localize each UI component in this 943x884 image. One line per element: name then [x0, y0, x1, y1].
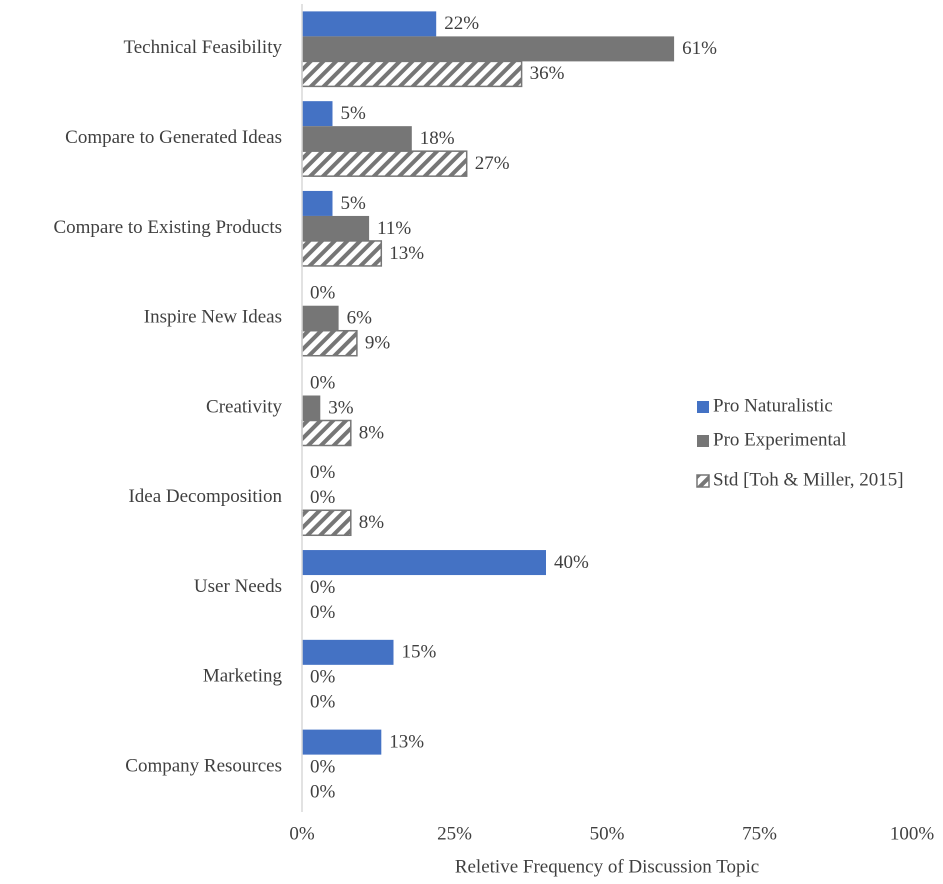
x-tick-label: 0%	[289, 823, 315, 844]
legend-label: Pro Experimental	[713, 429, 847, 450]
y-tick-label: Compare to Generated Ideas	[65, 127, 282, 148]
legend-swatch	[696, 474, 710, 488]
value-label: 5%	[341, 193, 367, 214]
value-label: 6%	[347, 308, 373, 329]
bar	[302, 126, 412, 152]
value-label: 18%	[420, 128, 455, 149]
x-tick-label: 25%	[437, 823, 472, 844]
value-label: 0%	[310, 372, 336, 393]
value-label: 22%	[444, 13, 479, 34]
value-label: 5%	[341, 103, 367, 124]
value-label: 13%	[389, 731, 424, 752]
y-tick-label: Compare to Existing Products	[53, 217, 282, 238]
x-axis-title: Reletive Frequency of Discussion Topic	[455, 856, 759, 877]
bar	[302, 305, 339, 331]
value-label: 3%	[328, 397, 354, 418]
x-tick-label: 50%	[590, 823, 625, 844]
y-tick-label: Inspire New Ideas	[144, 307, 282, 328]
bar	[301, 60, 523, 88]
bar	[301, 329, 358, 357]
y-tick-label: Technical Feasibility	[123, 37, 282, 58]
legend-swatch	[697, 435, 709, 447]
bar	[302, 215, 370, 241]
value-label: 0%	[310, 283, 336, 304]
bar	[302, 101, 333, 127]
value-label: 0%	[310, 577, 336, 598]
value-label: 9%	[365, 333, 391, 354]
value-label: 15%	[402, 642, 437, 663]
bar	[302, 395, 321, 421]
legend-label: Std [Toh & Miller, 2015]	[713, 469, 904, 490]
value-label: 27%	[475, 153, 510, 174]
value-label: 8%	[359, 422, 385, 443]
bar	[301, 150, 468, 177]
value-label: 11%	[377, 218, 411, 239]
bar	[302, 550, 546, 576]
value-label: 36%	[530, 63, 565, 84]
value-label: 0%	[310, 692, 336, 713]
value-label: 40%	[554, 552, 589, 573]
y-tick-label: Creativity	[206, 396, 282, 417]
y-tick-label: Company Resources	[125, 755, 282, 776]
y-tick-label: Idea Decomposition	[128, 486, 282, 507]
value-label: 0%	[310, 756, 336, 777]
legend-label: Pro Naturalistic	[713, 395, 833, 416]
value-label: 8%	[359, 512, 385, 533]
value-label: 0%	[310, 667, 336, 688]
bar	[302, 729, 382, 755]
value-label: 0%	[310, 781, 336, 802]
y-tick-label: User Needs	[194, 576, 282, 597]
bar	[301, 419, 352, 447]
value-label: 0%	[310, 462, 336, 483]
x-tick-label: 100%	[890, 823, 935, 844]
y-tick-label: Marketing	[203, 666, 283, 687]
value-label: 13%	[389, 243, 424, 264]
bar	[302, 11, 437, 37]
value-label: 0%	[310, 602, 336, 623]
value-label: 61%	[682, 38, 717, 59]
bar	[302, 190, 333, 216]
x-tick-label: 75%	[742, 823, 777, 844]
bar	[302, 639, 394, 665]
legend-swatch	[697, 401, 709, 413]
bar	[301, 240, 383, 267]
bar	[302, 36, 675, 62]
bar	[301, 509, 352, 537]
value-label: 0%	[310, 487, 336, 508]
